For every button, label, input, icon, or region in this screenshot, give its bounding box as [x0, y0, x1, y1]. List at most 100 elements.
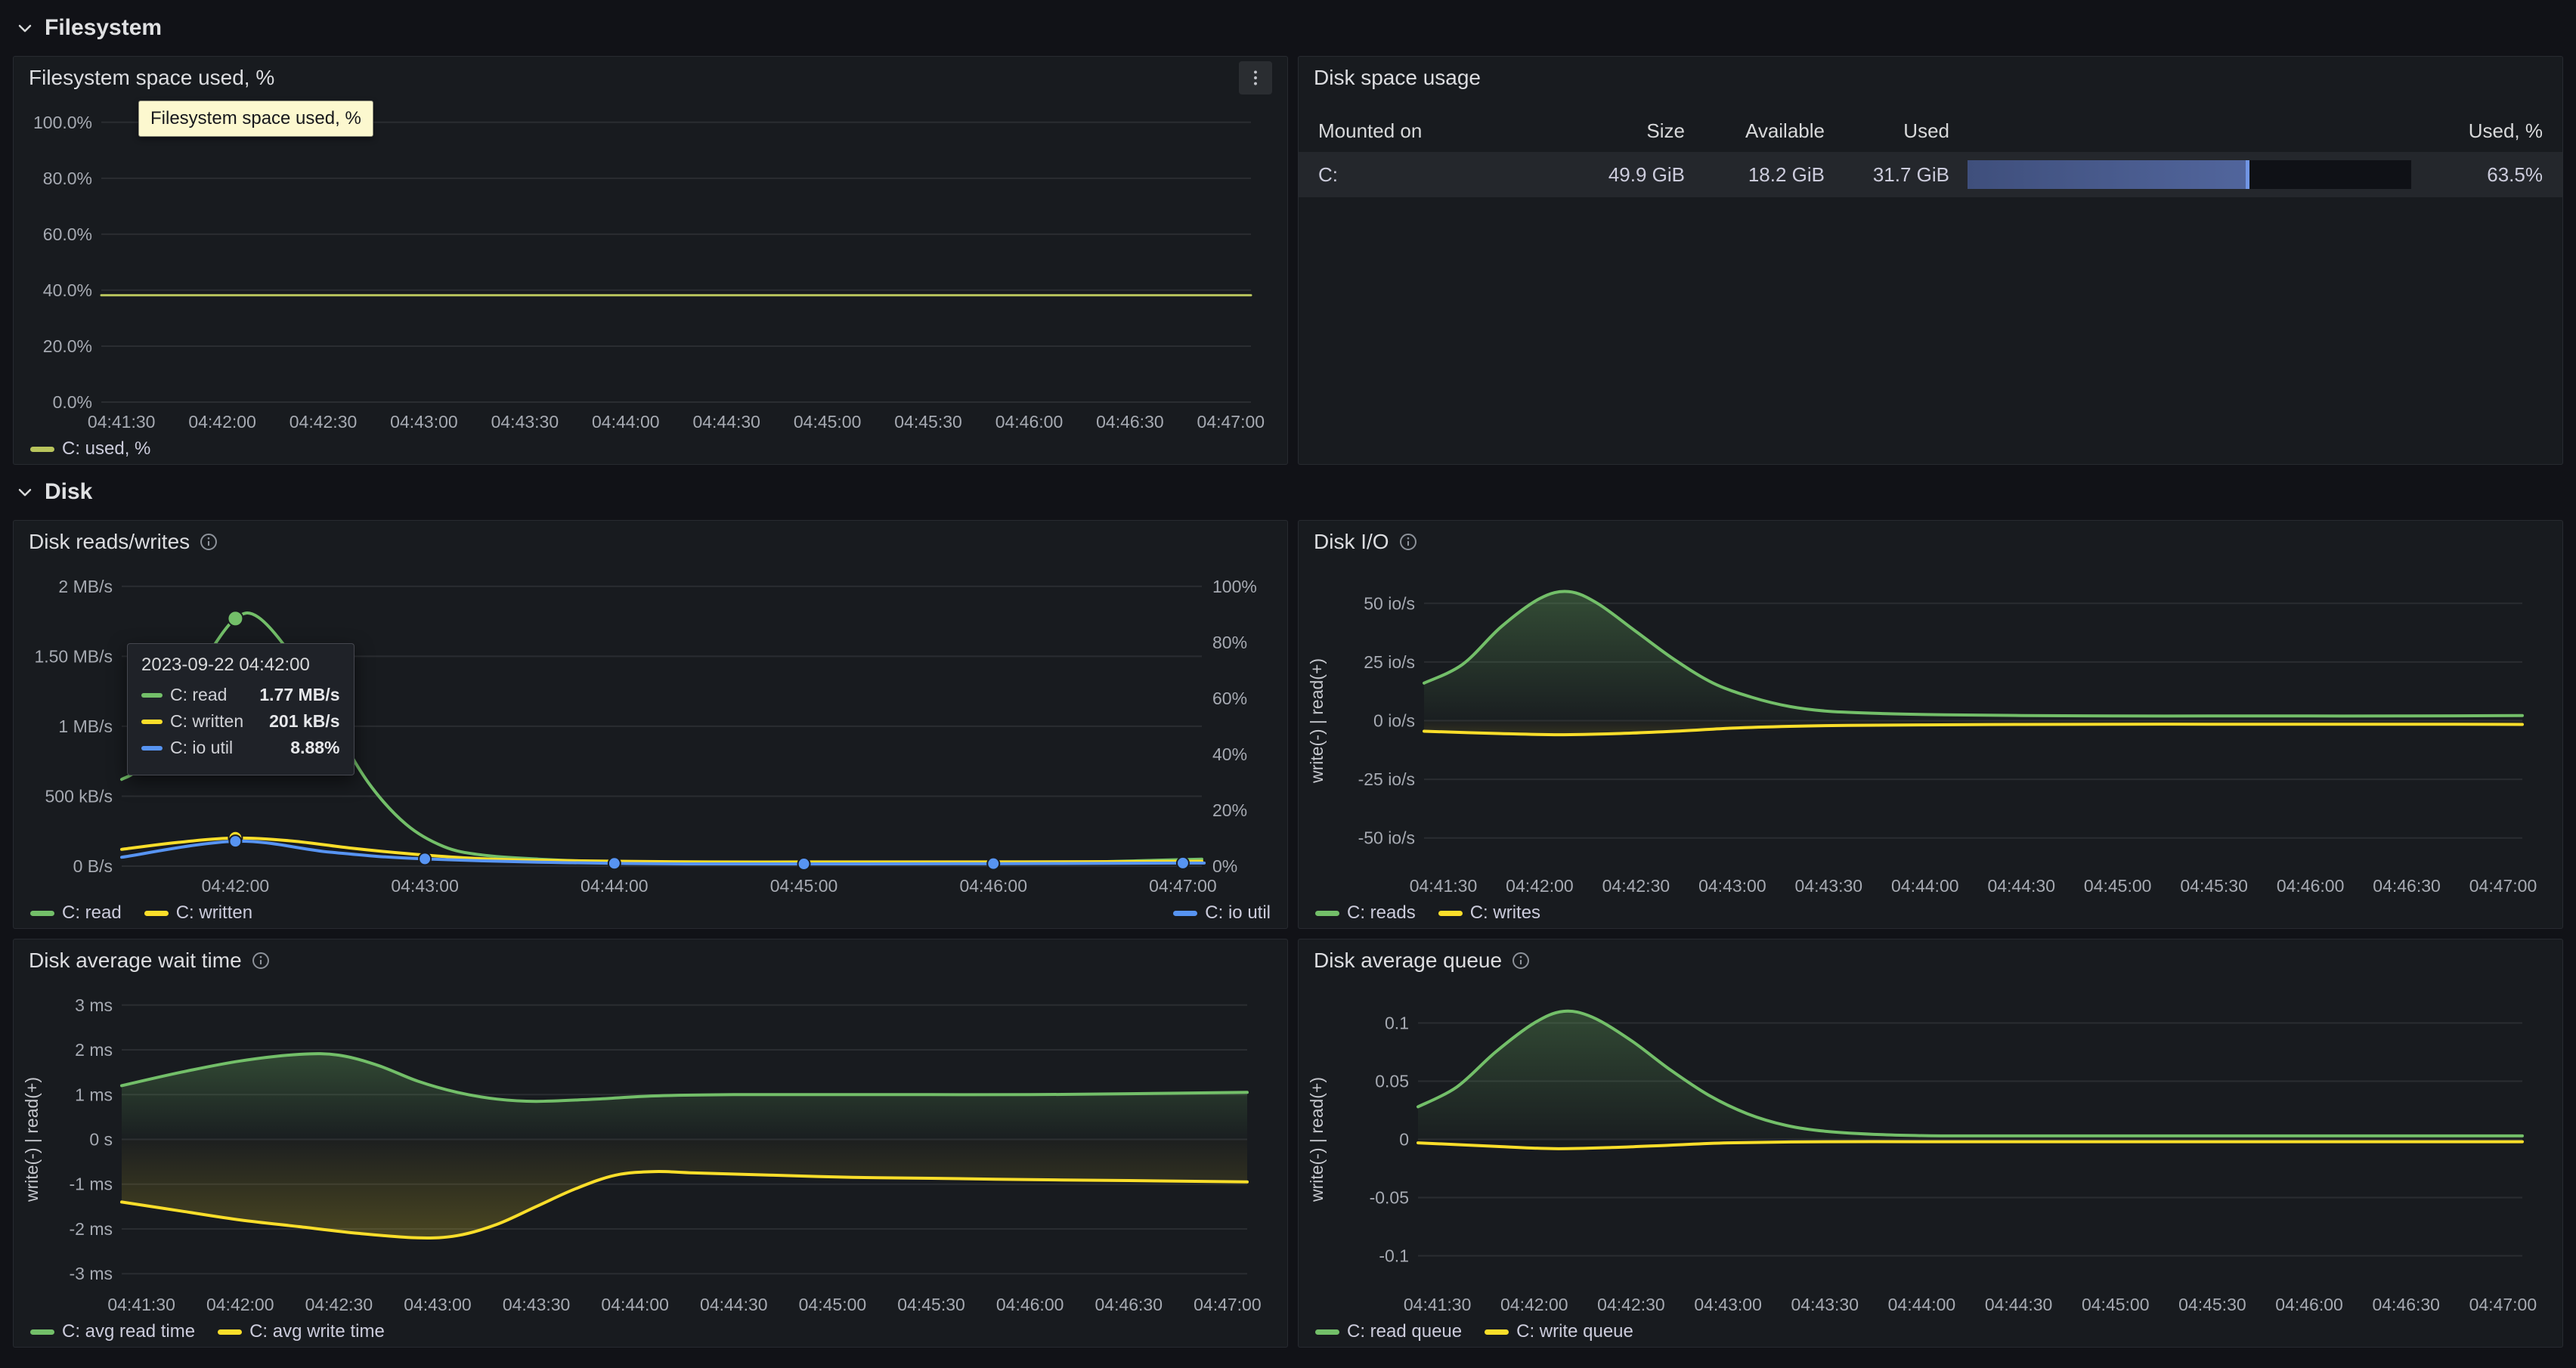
legend-swatch [30, 1329, 54, 1335]
tooltip-row: C: read 1.77 MB/s [141, 685, 340, 705]
panel-title[interactable]: Disk space usage [1314, 66, 1482, 89]
svg-text:04:42:30: 04:42:30 [305, 1295, 373, 1314]
svg-text:04:46:30: 04:46:30 [2372, 1295, 2440, 1314]
col-header-size[interactable]: Size [1646, 119, 1685, 142]
legend-swatch [218, 1329, 243, 1335]
svg-text:100%: 100% [1212, 577, 1257, 596]
col-header-used[interactable]: Used [1903, 119, 1949, 142]
svg-text:04:42:30: 04:42:30 [1602, 876, 1670, 896]
disk-average-queue-chart[interactable]: -0.1 -0.05 0 0.05 0.1 04:41:30 04:42:00 04:42:3… [1305, 982, 2556, 1317]
svg-text:1 ms: 1 ms [75, 1085, 113, 1104]
legend-item[interactable]: C: write queue [1485, 1321, 1633, 1342]
panel-title[interactable]: Disk average queue [1314, 949, 1503, 972]
svg-text:04:44:30: 04:44:30 [1987, 876, 2055, 896]
panel-title[interactable]: Disk average wait time [29, 949, 242, 972]
svg-text:04:45:30: 04:45:30 [2180, 876, 2248, 896]
svg-text:04:42:00: 04:42:00 [1506, 876, 1574, 896]
legend-swatch [144, 910, 169, 916]
svg-text:20%: 20% [1212, 800, 1247, 820]
legend-swatch [30, 910, 54, 916]
panel-disk-space-usage: Disk space usage Mounted on Size Availab… [1298, 56, 2563, 465]
legend-label: C: avg read time [62, 1321, 196, 1342]
legend: C: read queue C: write queue [1299, 1317, 2562, 1347]
cell-available: 18.2 GiB [1748, 162, 1825, 186]
cell-used-bar [1949, 152, 2429, 197]
legend-item[interactable]: C: writes [1438, 902, 1540, 924]
svg-text:60%: 60% [1212, 689, 1247, 708]
legend-swatch [30, 446, 54, 452]
svg-text:0%: 0% [1212, 856, 1237, 876]
panel-disk-average-wait-time: Disk average wait time -3 ms -2 ms -1 ms 0 … [13, 939, 1288, 1348]
panel-title-tooltip: Filesystem space used, % [138, 101, 373, 137]
svg-text:04:45:30: 04:45:30 [897, 1295, 965, 1314]
chart-canvas: 0 B/s 500 kB/s 1 MB/s 1.50 MB/s 2 MB/s 0% 20% 4… [34, 577, 1257, 896]
section-filesystem[interactable]: Filesystem [14, 11, 162, 45]
disk-average-wait-time-chart[interactable]: -3 ms -2 ms -1 ms 0 s 1 ms 2 ms 3 ms 04:41:30 04… [20, 982, 1281, 1317]
svg-text:04:43:30: 04:43:30 [1795, 876, 1863, 896]
info-icon[interactable] [251, 951, 271, 970]
svg-text:04:47:00: 04:47:00 [1149, 876, 1217, 896]
svg-text:04:47:00: 04:47:00 [1194, 1295, 1262, 1314]
legend-label: C: io util [1205, 902, 1271, 923]
legend-item[interactable]: C: io util [1173, 902, 1271, 924]
svg-text:04:41:30: 04:41:30 [1404, 1295, 1472, 1314]
section-filesystem-label: Filesystem [45, 15, 163, 40]
svg-text:80.0%: 80.0% [43, 169, 92, 188]
svg-text:04:45:00: 04:45:00 [794, 412, 862, 432]
chart-tooltip: 2023-09-22 04:42:00 C: read 1.77 MB/s C: wr… [127, 643, 355, 775]
col-header-used-pct[interactable]: Used, % [2468, 119, 2543, 142]
panel-header: Filesystem space used, % [14, 57, 1287, 99]
svg-text:-25 io/s: -25 io/s [1358, 769, 1415, 789]
svg-text:04:45:00: 04:45:00 [799, 1295, 867, 1314]
svg-text:0.1: 0.1 [1385, 1014, 1409, 1033]
disk-space-table: Mounted on Size Available Used Used, % C… [1299, 99, 2562, 197]
panel-title[interactable]: Disk reads/writes [29, 530, 190, 553]
col-header-mounted-on[interactable]: Mounted on [1318, 119, 1423, 142]
legend-item[interactable]: C: read queue [1315, 1321, 1462, 1342]
svg-text:write(-) | read(+): write(-) | read(+) [1307, 658, 1327, 784]
chart-canvas: -50 io/s -25 io/s 0 io/s 25 io/s 50 io/s 04:4… [1307, 590, 2537, 896]
legend-item[interactable]: C: written [144, 902, 252, 924]
svg-text:04:47:00: 04:47:00 [1197, 412, 1265, 432]
panel-title[interactable]: Filesystem space used, % [29, 66, 275, 89]
svg-text:50 io/s: 50 io/s [1364, 593, 1415, 613]
legend-item[interactable]: C: avg read time [30, 1321, 195, 1342]
svg-text:04:42:00: 04:42:00 [206, 1295, 274, 1314]
svg-text:80%: 80% [1212, 633, 1247, 652]
svg-text:04:44:00: 04:44:00 [1891, 876, 1959, 896]
filesystem-row: Filesystem space used, % 0.0% 20.0% 40.0% 6… [13, 56, 2563, 465]
legend-swatch [1315, 1329, 1339, 1335]
svg-text:04:43:00: 04:43:00 [1694, 1295, 1762, 1314]
svg-text:1.50 MB/s: 1.50 MB/s [34, 646, 113, 666]
svg-text:3 ms: 3 ms [75, 995, 113, 1015]
info-icon[interactable] [1398, 532, 1418, 552]
legend-item[interactable]: C: avg write time [218, 1321, 385, 1342]
cell-mounted-on: C: [1318, 162, 1338, 186]
disk-reads-writes-chart[interactable]: 0 B/s 500 kB/s 1 MB/s 1.50 MB/s 2 MB/s 0% 20% 4… [20, 563, 1281, 898]
svg-text:0.0%: 0.0% [53, 392, 92, 412]
legend-item[interactable]: C: reads [1315, 902, 1416, 924]
legend-item[interactable]: C: read [30, 902, 122, 924]
legend-swatch [1438, 910, 1463, 916]
panel-disk-average-queue: Disk average queue -0.1 -0.05 0 0.05 0.1 04:4… [1298, 939, 2563, 1348]
panel-menu-button[interactable] [1239, 61, 1272, 94]
legend-item[interactable]: C: used, % [30, 438, 150, 460]
info-icon[interactable] [1511, 951, 1531, 970]
legend-label: C: read queue [1347, 1321, 1463, 1342]
info-icon[interactable] [199, 532, 218, 552]
panel-header: Disk average wait time [14, 939, 1287, 982]
legend: C: avg read time C: avg write time [14, 1317, 1287, 1347]
disk-row-2: Disk average wait time -3 ms -2 ms -1 ms 0 … [13, 939, 2563, 1348]
tooltip-row: C: io util 8.88% [141, 738, 340, 758]
col-header-available[interactable]: Available [1745, 119, 1825, 142]
svg-text:04:44:00: 04:44:00 [1888, 1295, 1956, 1314]
chevron-down-icon [18, 24, 32, 32]
disk-io-chart[interactable]: -50 io/s -25 io/s 0 io/s 25 io/s 50 io/s 04:4… [1305, 563, 2556, 898]
filesystem-space-used-chart[interactable]: 0.0% 20.0% 40.0% 60.0% 80.0% 100.0% 04:41:30 04… [20, 99, 1281, 434]
panel-title[interactable]: Disk I/O [1314, 530, 1389, 553]
svg-text:-1 ms: -1 ms [70, 1175, 113, 1194]
section-disk[interactable]: Disk [14, 475, 92, 509]
legend-swatch [1485, 1329, 1509, 1335]
cell-size: 49.9 GiB [1608, 162, 1685, 186]
svg-text:0 io/s: 0 io/s [1373, 711, 1415, 731]
